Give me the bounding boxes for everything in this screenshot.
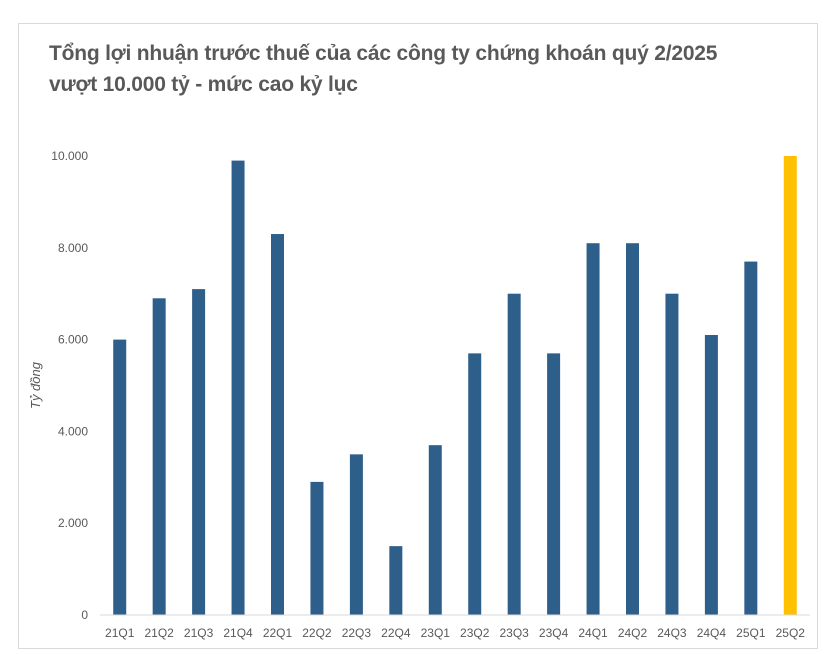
x-tick-label: 21Q1	[105, 626, 135, 640]
chart-frame	[18, 23, 818, 649]
bar	[507, 293, 521, 615]
bar	[271, 234, 284, 615]
x-tick-label: 24Q4	[697, 626, 727, 640]
x-tick-label: 24Q3	[657, 626, 687, 640]
bars	[113, 156, 797, 615]
x-tick-label: 24Q1	[578, 626, 608, 640]
x-tick-label: 23Q3	[499, 626, 529, 640]
x-axis-ticks: 21Q1 21Q2 21Q3 21Q4 22Q1 22Q2 22Q3 22Q4 23Q1 23Q2…	[105, 626, 805, 640]
bar	[192, 289, 206, 615]
bar	[704, 335, 718, 615]
bar	[744, 261, 758, 615]
bar	[231, 160, 245, 615]
bar	[389, 546, 403, 615]
y-tick-label: 8.000	[58, 241, 88, 255]
x-tick-label: 23Q2	[460, 626, 490, 640]
x-tick-label: 24Q2	[618, 626, 648, 640]
y-tick-label: 4.000	[58, 424, 88, 438]
chart-title-line-2: vượt 10.000 tỷ - mức cao kỷ lục	[49, 73, 358, 96]
x-tick-label: 25Q1	[736, 626, 766, 640]
x-tick-label: 23Q1	[421, 626, 451, 640]
x-tick-label: 25Q2	[776, 626, 806, 640]
bar	[468, 353, 482, 615]
chart-title: Tổng lợi nhuận trước thuế của các công t…	[49, 38, 749, 100]
x-tick-label: 22Q2	[302, 626, 332, 640]
x-tick-label: 21Q2	[144, 626, 174, 640]
y-tick-label: 6.000	[58, 333, 88, 347]
x-tick-label: 22Q4	[381, 626, 411, 640]
x-tick-label: 23Q4	[539, 626, 569, 640]
bar	[586, 243, 600, 615]
bar	[626, 243, 639, 615]
bar	[428, 445, 442, 615]
x-tick-label: 21Q4	[223, 626, 253, 640]
bar	[113, 339, 127, 615]
x-tick-label: 22Q1	[263, 626, 293, 640]
bar-highlight	[783, 156, 797, 615]
bar	[349, 454, 363, 615]
x-tick-label: 22Q3	[342, 626, 372, 640]
y-axis-label: Tỷ đồng	[28, 361, 43, 409]
y-tick-label: 2.000	[58, 516, 88, 530]
y-tick-label: 0	[81, 608, 88, 622]
bar	[152, 298, 166, 615]
bar	[547, 353, 561, 615]
bar	[665, 293, 679, 615]
chart-title-line-1: Tổng lợi nhuận trước thuế của các công t…	[49, 42, 718, 65]
x-tick-label: 21Q3	[184, 626, 214, 640]
y-tick-label: 10.000	[51, 149, 88, 163]
y-axis-ticks: 0 2.000 4.000 6.000 8.000 10.000	[51, 149, 88, 622]
bar	[310, 481, 324, 615]
